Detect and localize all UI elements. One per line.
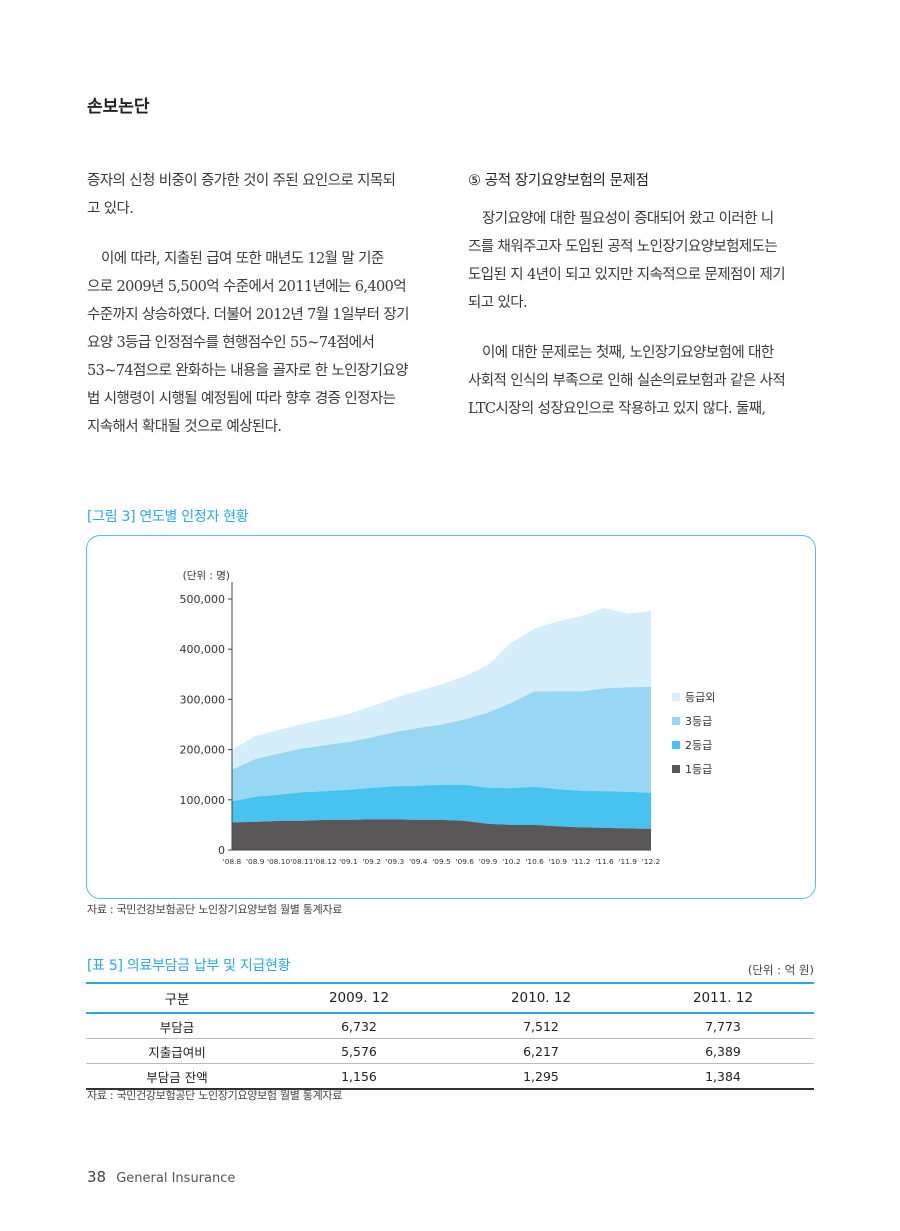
y-tick-label: 500,000 [180,593,226,606]
table-header-row: 구분 2009. 12 2010. 12 2011. 12 [86,982,814,1014]
section-header: 손보논단 [87,97,150,117]
table-cell: 6,217 [450,1038,632,1064]
text-line: 53~74점으로 완화하는 내용을 골자로 한 노인장기요양 [87,363,409,379]
page-number: 38 [87,1168,107,1186]
text-line: 즈를 채워주고자 도입된 공적 노인장기요양보험제도는 [468,239,778,255]
x-tick-label: '10.6 [525,857,544,866]
row-label: 부담금 잔액 [86,1063,268,1090]
y-tick-label: 300,000 [180,693,226,706]
text-line: 사회적 인식의 부족으로 인해 실손의료보험과 같은 사적 [468,373,786,389]
text-line: 되고 있다. [468,295,528,311]
column-header: 2010. 12 [450,982,632,1014]
x-tick-label: '09.2 [362,857,381,866]
table-caption: [표 5] 의료부담금 납부 및 지급현황 [87,958,291,974]
text-line: 수준까지 상승하였다. 더불어 2012년 7월 1일부터 장기 [87,307,409,323]
section-heading: ⑤ 공적 장기요양보험의 문제점 [468,173,649,189]
table-row: 부담금 6,732 7,512 7,773 [86,1013,814,1039]
legend-label: 2등급 [685,739,712,752]
column-header: 2009. 12 [268,982,450,1014]
legend-swatch [672,717,680,725]
table-unit: (단위 : 억 원) [747,963,814,977]
area-series-1 [232,819,651,850]
x-tick-label: '08.10 [267,857,290,866]
left-column: 증자의 신청 비중이 증가한 것이 주된 요인으로 지목되 고 있다. 이에 따… [87,167,432,441]
page-footer: 38 General Insurance [87,1168,235,1186]
legend-swatch [672,693,680,701]
legend-label: 3등급 [685,715,712,728]
x-tick-label: '08.11 [290,857,313,866]
column-header: 구분 [86,982,268,1014]
x-tick-label: '11.6 [595,857,614,866]
paragraph: 이에 대한 문제로는 첫째, 노인장기요양보험에 대한 사회적 인식의 부족으로… [468,339,813,423]
x-tick-label: '09.9 [479,857,498,866]
area-series-3 [232,686,651,802]
y-tick-label: 200,000 [180,744,226,757]
y-tick-label: 400,000 [180,643,226,656]
text-line: 으로 2009년 5,500억 수준에서 2011년에는 6,400억 [87,279,407,295]
y-tick-label: 0 [218,844,225,857]
x-tick-label: '11.2 [572,857,591,866]
text-line: 도입된 지 4년이 되고 있지만 지속적으로 문제점이 제기 [468,267,786,283]
x-tick-label: '09.6 [456,857,475,866]
x-tick-label: '09.3 [386,857,405,866]
legend-swatch [672,765,680,773]
table-cell: 6,732 [268,1013,450,1039]
x-tick-label: '09.5 [432,857,451,866]
chart-container: (단위 : 명) 0 100,000 200,000 300,000 400,000 500… [86,535,816,899]
figure-source: 자료 : 국민건강보험공단 노인장기요양보험 월별 통계자료 [87,903,343,916]
text-line: 고 있다. [87,201,134,217]
paragraph: 이에 따라, 지출된 급여 또한 매년도 12월 말 기준 으로 2009년 5… [87,245,432,441]
x-tick-label: '08.12 [314,857,337,866]
text-line: 지속해서 확대될 것으로 예상된다. [87,419,282,435]
table-cell: 7,512 [450,1013,632,1039]
x-tick-label: '10.9 [549,857,568,866]
y-tick-label: 100,000 [180,794,226,807]
legend-swatch [672,741,680,749]
row-label: 지출급여비 [86,1038,268,1064]
table-row: 지출급여비 5,576 6,217 6,389 [86,1038,814,1064]
publication-name: General Insurance [116,1171,236,1186]
table-cell: 1,295 [450,1063,632,1090]
data-table: 구분 2009. 12 2010. 12 2011. 12 부담금 6,732 … [86,982,814,1090]
row-label: 부담금 [86,1013,268,1039]
stacked-area-chart: (단위 : 명) 0 100,000 200,000 300,000 400,000 500… [180,569,716,866]
table-row: 부담금 잔액 1,156 1,295 1,384 [86,1063,814,1090]
x-tick-label: '08.9 [246,857,265,866]
table-cell: 7,773 [632,1013,814,1039]
text-line: 장기요양에 대한 필요성이 증대되어 왔고 이러한 니 [482,211,774,227]
area-series-2 [232,784,651,829]
text-line: 증자의 신청 비중이 증가한 것이 주된 요인으로 지목되 [87,173,396,189]
paragraph: 장기요양에 대한 필요성이 증대되어 왔고 이러한 니 즈를 채워주고자 도입된… [468,205,813,317]
text-line: 이에 따라, 지출된 급여 또한 매년도 12월 말 기준 [101,251,384,267]
x-tick-label: '09.4 [409,857,428,866]
x-tick-label: '08.8 [223,857,242,866]
table-cell: 6,389 [632,1038,814,1064]
text-line: LTC시장의 성장요인으로 작용하고 있지 않다. 둘째, [468,401,766,417]
table-cell: 1,384 [632,1063,814,1090]
x-tick-label: '10.2 [502,857,521,866]
x-tick-label: '09.1 [339,857,358,866]
area-series-4 [232,608,651,770]
figure-caption: [그림 3] 연도별 인정자 현황 [87,509,249,525]
legend-label: 1등급 [685,763,712,776]
text-line: 이에 대한 문제로는 첫째, 노인장기요양보험에 대한 [482,345,774,361]
table-cell: 5,576 [268,1038,450,1064]
x-tick-label: '11.9 [618,857,637,866]
right-column: ⑤ 공적 장기요양보험의 문제점 장기요양에 대한 필요성이 증대되어 왔고 이… [468,167,813,423]
table-source: 자료 : 국민건강보험공단 노인장기요양보험 월별 통계자료 [87,1089,343,1102]
text-line: 법 시행령이 시행될 예정됨에 따라 향후 경증 인정자는 [87,391,396,407]
chart-unit-label: (단위 : 명) [183,569,230,582]
text-line: 요양 3등급 인정점수를 현행점수인 55~74점에서 [87,335,375,351]
legend-label: 등급외 [685,691,715,704]
x-tick-label: '12.2 [642,857,661,866]
table-cell: 1,156 [268,1063,450,1090]
column-header: 2011. 12 [632,982,814,1014]
paragraph: 증자의 신청 비중이 증가한 것이 주된 요인으로 지목되 고 있다. [87,167,432,223]
